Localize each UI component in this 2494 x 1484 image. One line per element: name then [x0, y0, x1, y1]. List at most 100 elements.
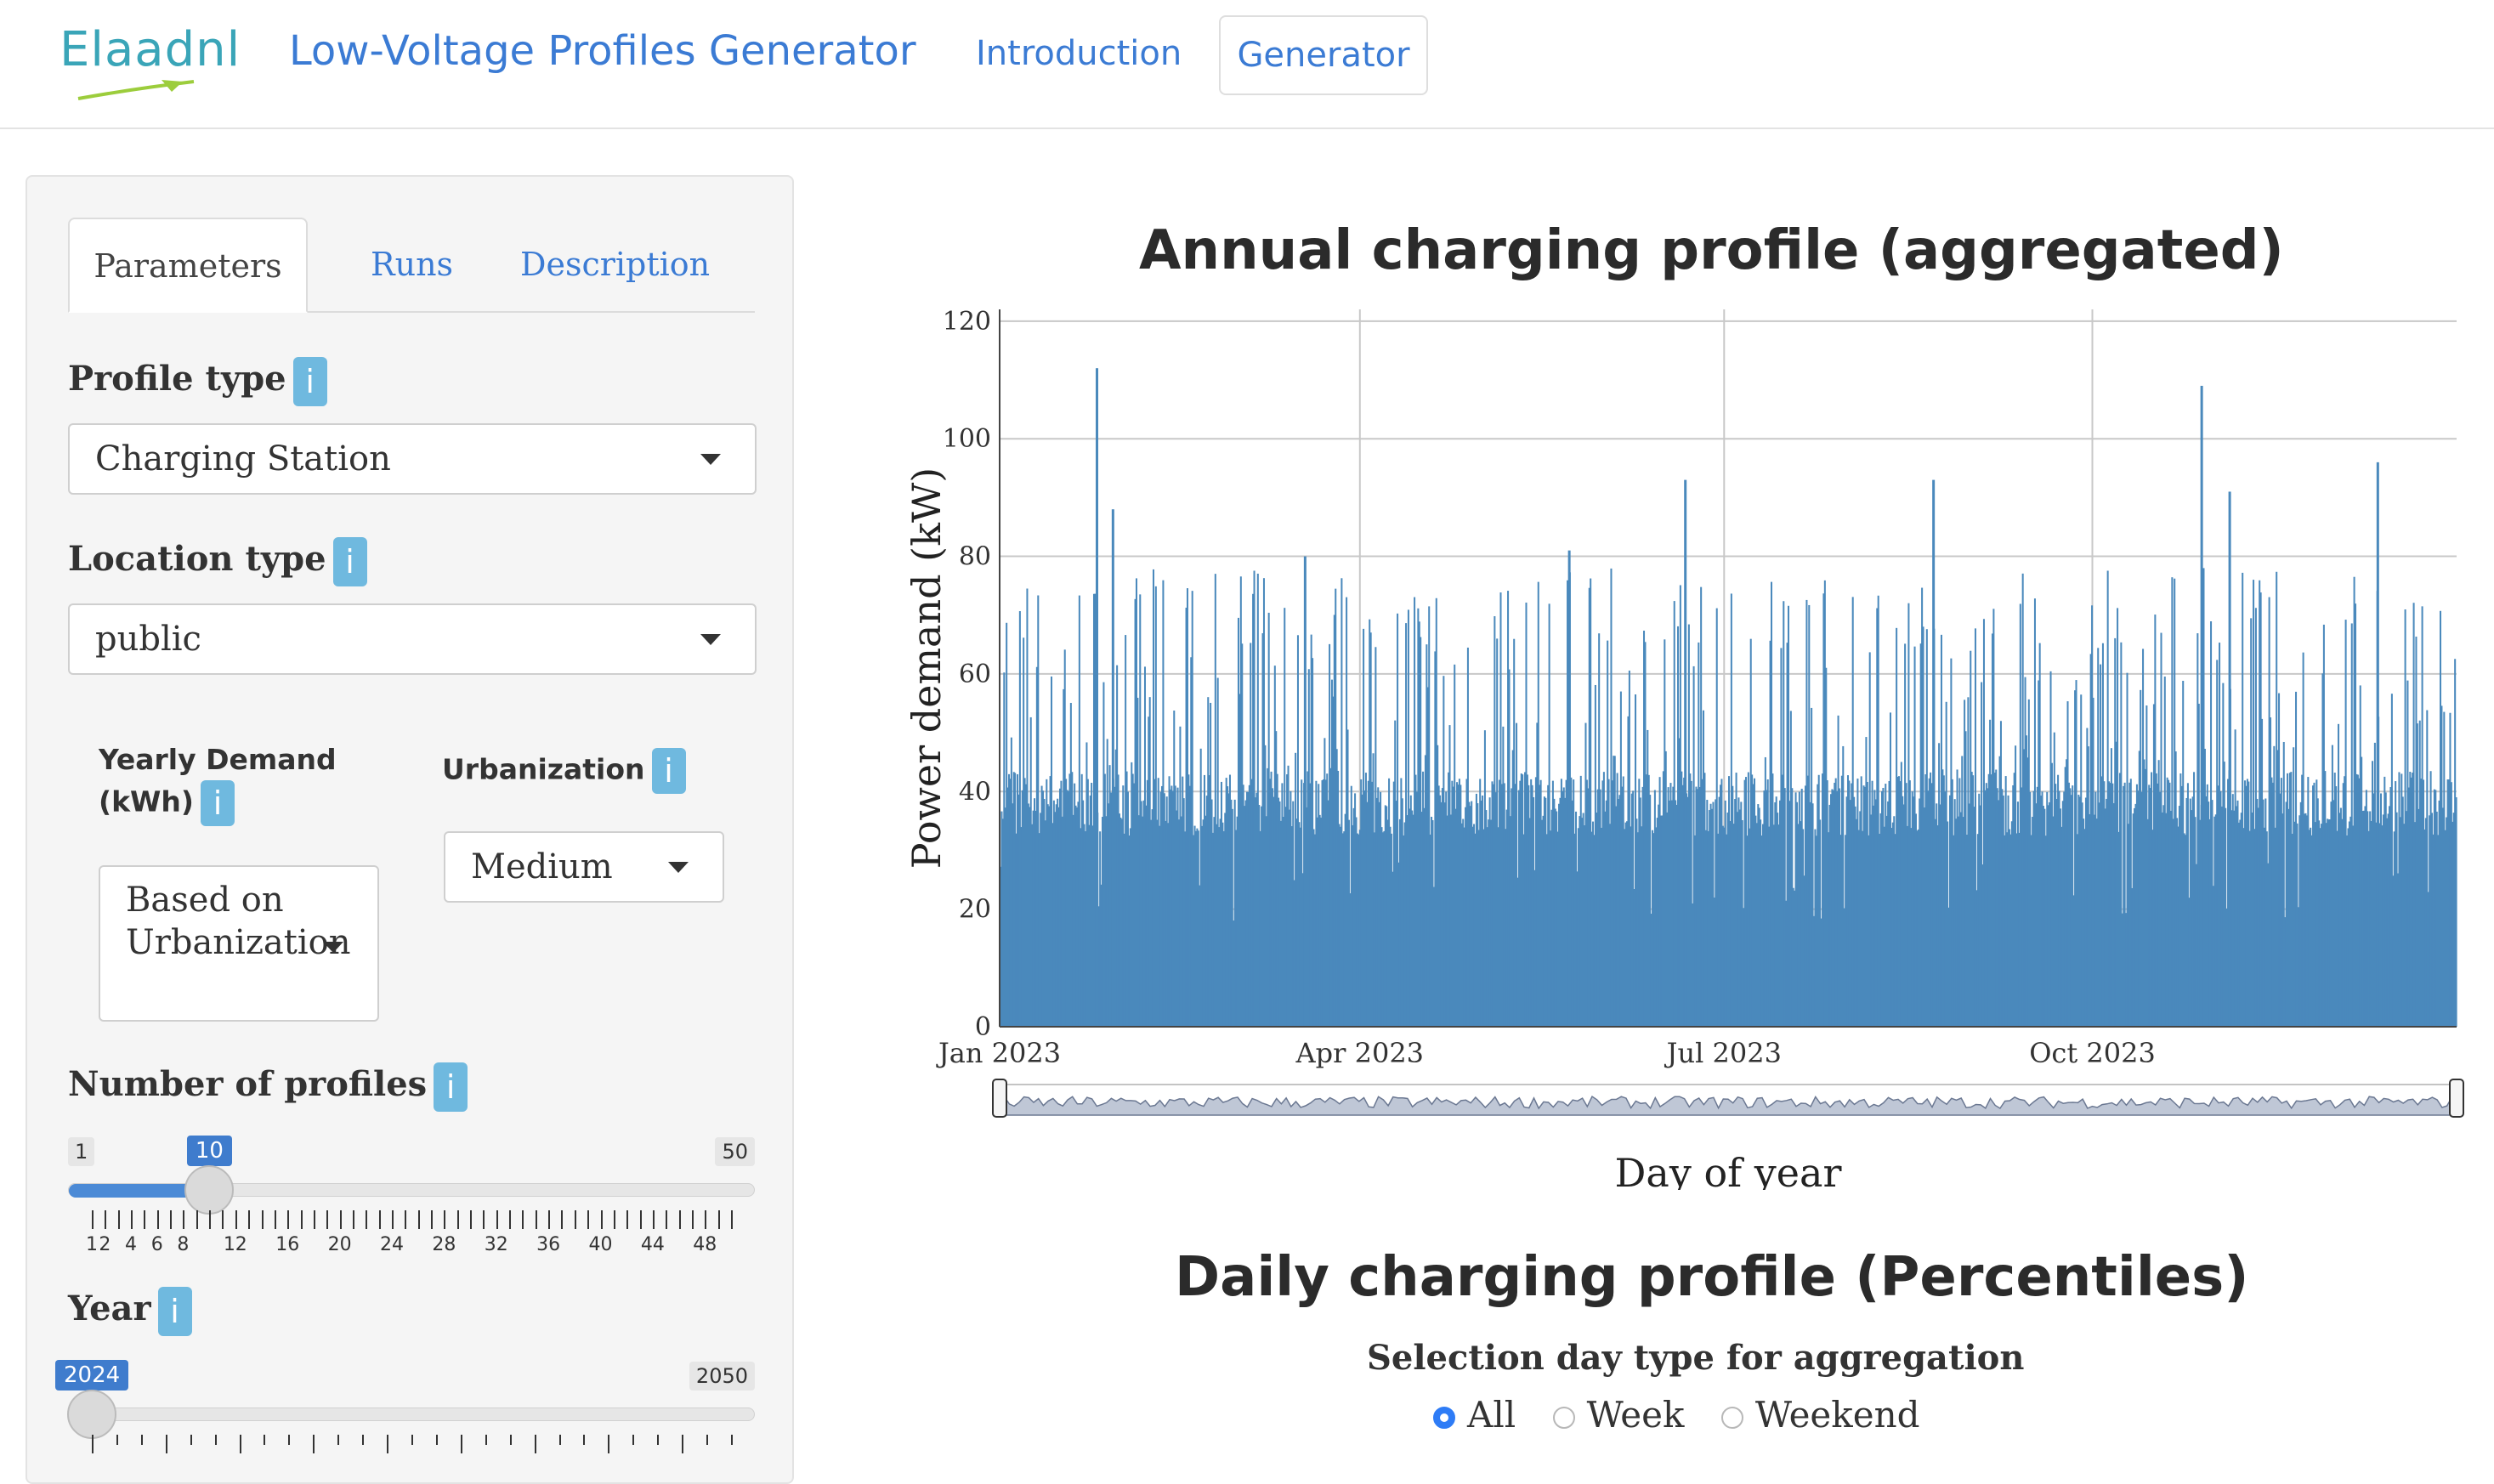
chart-bar	[2214, 814, 2217, 1027]
chart-bar	[2316, 798, 2319, 1027]
profile-type-label-text: Profile type	[68, 359, 286, 399]
chart-bar	[1125, 635, 1127, 1027]
chart-bar	[2137, 790, 2140, 1027]
chart-bar	[1906, 825, 1908, 1027]
radio-button[interactable]	[1433, 1407, 1455, 1429]
radio-weekend[interactable]: Weekend	[1696, 1394, 1920, 1436]
chart-bar	[1037, 595, 1040, 1027]
chart-bar	[2446, 779, 2449, 1027]
chart-bar	[2346, 835, 2349, 1027]
chart-bar	[2341, 818, 2344, 1027]
nav-introduction[interactable]: Introduction	[976, 34, 1182, 73]
chart-bar	[2225, 909, 2228, 1027]
elaadnl-logo[interactable]: Elaadnl	[60, 22, 247, 100]
slider-handle[interactable]	[67, 1390, 116, 1439]
chart-bar	[2152, 704, 2155, 1027]
chart-bar	[1777, 813, 1779, 1027]
range-selector-handle[interactable]	[2449, 1079, 2464, 1118]
chart-bar	[2157, 760, 2160, 1027]
chart-bar	[2250, 618, 2253, 1027]
slider-tick	[632, 1435, 635, 1445]
slider-tick	[652, 1210, 655, 1229]
slider-tick	[196, 1210, 198, 1229]
chart-bar	[1891, 822, 1894, 1027]
chart-bar	[2161, 812, 2163, 1027]
info-icon[interactable]: i	[651, 748, 686, 794]
tab-description[interactable]: Description	[520, 246, 711, 283]
chart-bar	[2012, 784, 2015, 1027]
chart-bar	[2112, 802, 2115, 1027]
chart-bar	[1256, 792, 1258, 1027]
chart-bar	[1987, 788, 1989, 1027]
chart-bar	[2151, 830, 2154, 1027]
info-icon[interactable]: i	[201, 780, 235, 826]
app-title[interactable]: Low-Voltage Profiles Generator	[289, 27, 916, 75]
number-of-profiles-slider[interactable]: 1 50 10 1 2 4 6 8 12 16 20 24 28 32 36 40 44 48	[68, 1127, 755, 1263]
chart-bar	[2185, 835, 2187, 1027]
chart-bar	[1803, 875, 1805, 1027]
urbanization-select[interactable]: Medium	[444, 831, 724, 903]
year-slider[interactable]: 2024 2050	[55, 1351, 755, 1470]
info-icon[interactable]: i	[332, 537, 367, 586]
year-label-text: Year	[68, 1289, 151, 1328]
chevron-down-icon	[668, 862, 689, 873]
chart-bar	[1839, 835, 1842, 1027]
chart-bar	[2206, 784, 2208, 1027]
nav-generator[interactable]: Generator	[1219, 15, 1428, 95]
chart-bar	[1457, 784, 1460, 1027]
chart-bar	[1964, 731, 1967, 1027]
chart-bar	[1505, 809, 1508, 1027]
info-icon[interactable]: i	[157, 1287, 192, 1336]
chart-bar	[2248, 830, 2251, 1027]
slider-track[interactable]	[68, 1183, 755, 1198]
location-type-value: public	[95, 620, 201, 659]
slider-tick	[705, 1210, 707, 1229]
chart-bar	[1159, 791, 1162, 1027]
radio-button[interactable]	[1720, 1407, 1743, 1429]
chart-bar	[1392, 781, 1395, 1027]
tab-runs[interactable]: Runs	[371, 246, 454, 283]
location-type-select[interactable]: public	[68, 603, 757, 675]
radio-all[interactable]: All	[1408, 1394, 1516, 1436]
slider-track[interactable]	[68, 1408, 755, 1422]
chart-bar	[1235, 830, 1238, 1027]
chart-bar	[1000, 811, 1003, 1027]
chart-bar	[2128, 782, 2131, 1027]
chart-bar	[1829, 794, 1833, 1027]
info-icon[interactable]: i	[292, 357, 327, 406]
slider-handle[interactable]	[184, 1165, 235, 1215]
chart-bar	[2019, 603, 2021, 1027]
chart-bar	[1477, 830, 1480, 1027]
slider-tick	[583, 1435, 586, 1445]
chart-bar	[1007, 773, 1011, 1027]
chart-bar	[1414, 597, 1416, 1027]
annual-charging-chart[interactable]: 0 20 40 60 80 100 120 Jan 2023 Apr 2023 Jul 2023 O…	[859, 289, 2477, 1190]
profile-type-select[interactable]: Charging Station	[68, 423, 757, 495]
chart-bar	[2329, 818, 2332, 1027]
radio-week[interactable]: Week	[1528, 1394, 1684, 1436]
chart-bar	[1448, 772, 1450, 1027]
chart-bar	[1547, 784, 1550, 1027]
info-icon[interactable]: i	[434, 1062, 468, 1112]
chart-bar	[2211, 800, 2213, 1027]
chart-bar	[1825, 667, 1828, 1027]
radio-button[interactable]	[1552, 1407, 1575, 1429]
range-selector-handle[interactable]	[992, 1079, 1007, 1118]
chart-bar	[2446, 817, 2448, 1027]
chart-bar	[1928, 778, 1930, 1027]
chart-bar	[1897, 776, 1900, 1027]
chart-bar	[2033, 598, 2036, 1027]
chart-bar	[1203, 774, 1205, 1027]
chart-bar	[1154, 586, 1157, 1027]
chart-bar	[1296, 635, 1299, 1027]
chart-bar	[1401, 798, 1403, 1027]
y-tick-label: 80	[959, 542, 991, 572]
yearly-demand-select[interactable]: Based on Urbanization	[99, 865, 379, 1022]
chart-bar	[1288, 809, 1290, 1027]
chart-bar	[2438, 800, 2440, 1027]
chart-bar	[1335, 749, 1338, 1027]
chart-bar	[1723, 827, 1726, 1027]
tab-parameters[interactable]: Parameters	[68, 218, 308, 313]
chart-bar	[2110, 748, 2112, 1027]
chart-bar	[1594, 684, 1596, 1027]
